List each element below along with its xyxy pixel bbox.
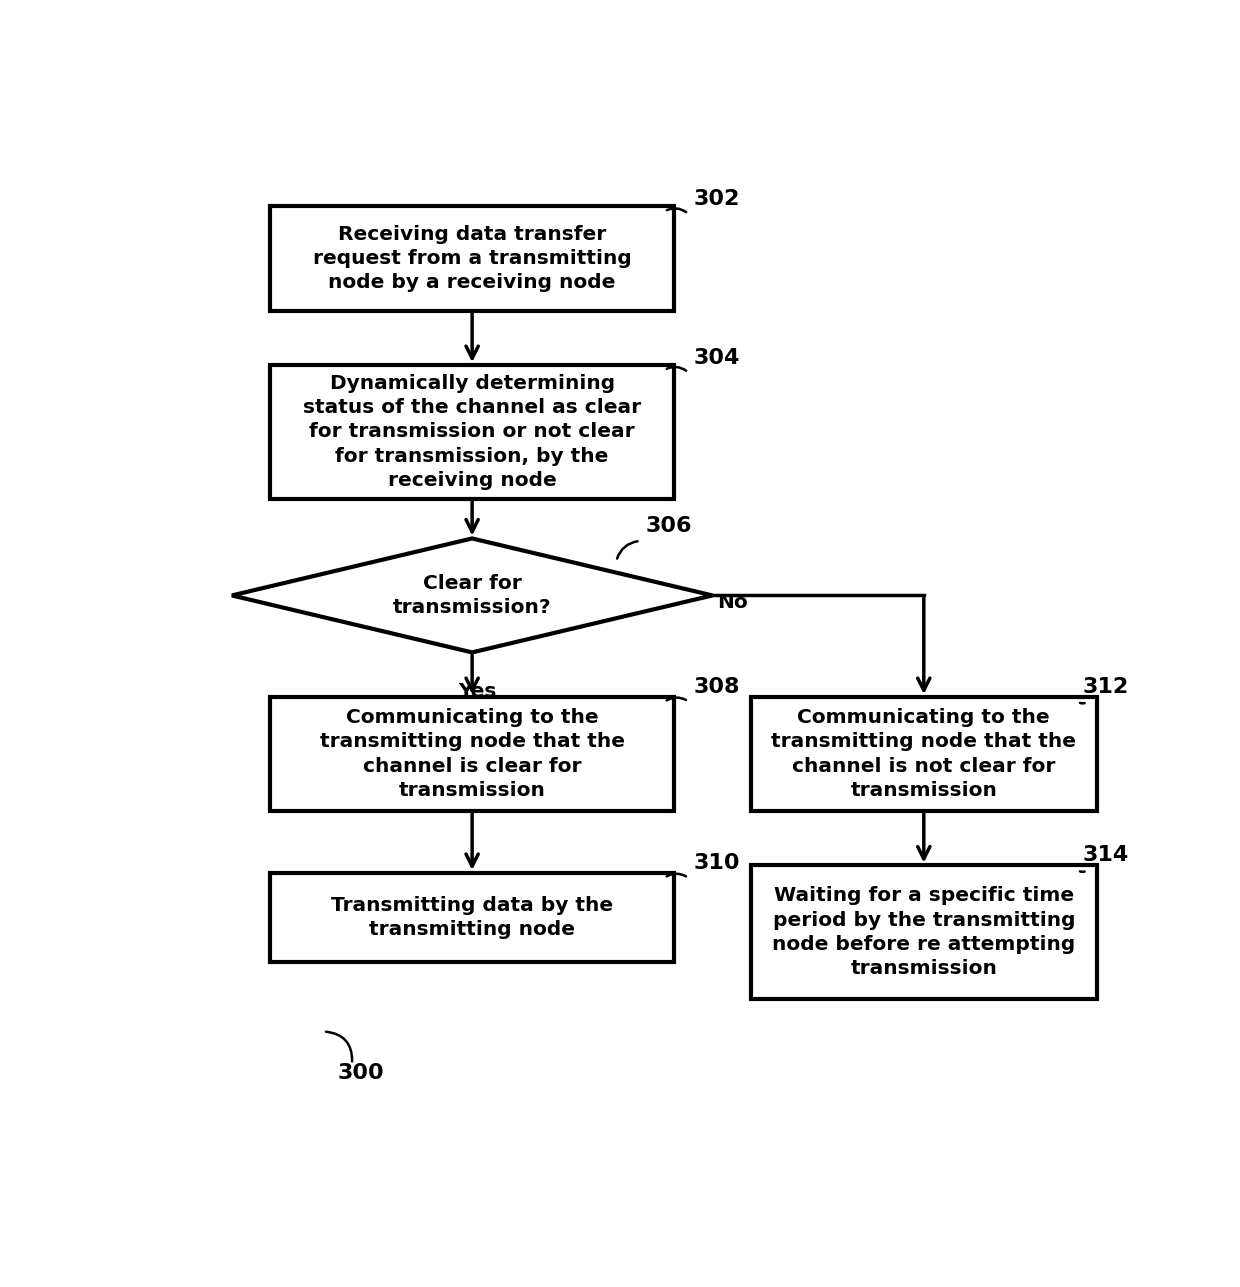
Text: Communicating to the
transmitting node that the
channel is not clear for
transmi: Communicating to the transmitting node t… xyxy=(771,708,1076,799)
Text: Clear for
transmission?: Clear for transmission? xyxy=(393,574,552,616)
Text: Transmitting data by the
transmitting node: Transmitting data by the transmitting no… xyxy=(331,896,614,940)
FancyBboxPatch shape xyxy=(270,698,675,811)
Text: Receiving data transfer
request from a transmitting
node by a receiving node: Receiving data transfer request from a t… xyxy=(312,225,631,292)
Text: 302: 302 xyxy=(693,189,739,208)
Text: Dynamically determining
status of the channel as clear
for transmission or not c: Dynamically determining status of the ch… xyxy=(303,375,641,490)
Text: 314: 314 xyxy=(1083,846,1128,865)
Text: 300: 300 xyxy=(337,1063,384,1084)
Text: 312: 312 xyxy=(1083,677,1128,696)
Text: 306: 306 xyxy=(645,516,692,535)
Polygon shape xyxy=(232,538,713,653)
FancyBboxPatch shape xyxy=(751,698,1097,811)
Text: 310: 310 xyxy=(693,853,739,873)
FancyBboxPatch shape xyxy=(270,873,675,963)
Text: Yes: Yes xyxy=(458,682,496,700)
Text: 308: 308 xyxy=(693,677,739,696)
FancyBboxPatch shape xyxy=(270,366,675,499)
FancyBboxPatch shape xyxy=(751,865,1097,999)
Text: 304: 304 xyxy=(693,347,739,368)
Text: Communicating to the
transmitting node that the
channel is clear for
transmissio: Communicating to the transmitting node t… xyxy=(320,708,625,799)
FancyBboxPatch shape xyxy=(270,206,675,310)
Text: Waiting for a specific time
period by the transmitting
node before re attempting: Waiting for a specific time period by th… xyxy=(773,887,1075,978)
Text: No: No xyxy=(717,593,748,611)
